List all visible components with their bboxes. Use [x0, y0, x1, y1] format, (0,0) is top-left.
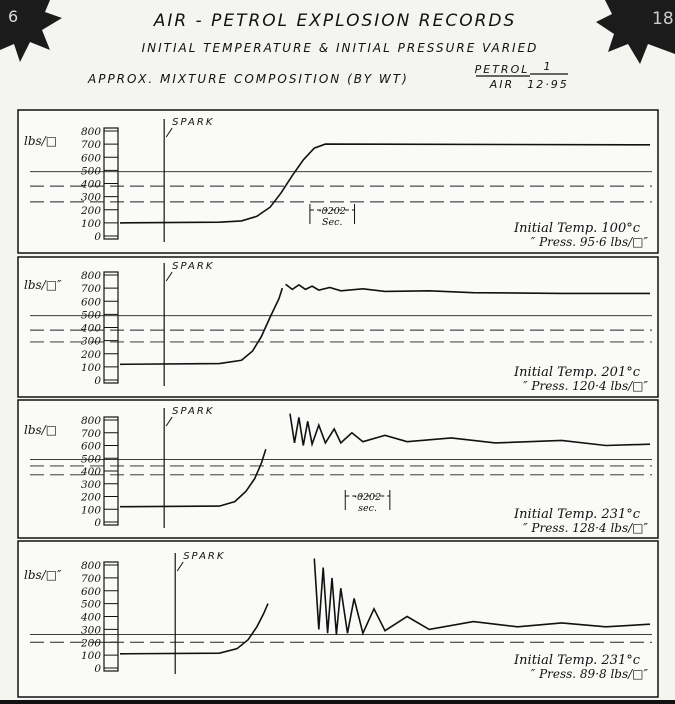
ratio-label: AIR	[489, 78, 514, 91]
y-tick-label: 400	[80, 323, 101, 335]
subtitle: INITIAL TEMPERATURE & INITIAL PRESSURE V…	[142, 41, 539, 55]
composition: APPROX. MIXTURE COMPOSITION (BY WT)	[87, 72, 409, 86]
spark-arrow	[165, 127, 173, 138]
interval-label: ·0202	[354, 492, 381, 503]
y-tick-label: 400	[80, 612, 101, 624]
y-tick-label: 300	[81, 479, 101, 491]
y-tick-label: 300	[81, 192, 101, 204]
y-tick-label: 400	[80, 466, 101, 478]
y-tick-label: 700	[81, 573, 101, 585]
title: AIR - PETROL EXPLOSION RECORDS	[153, 11, 517, 31]
corner-number: 6	[8, 7, 18, 26]
pressure-trace	[119, 143, 651, 224]
pressure-trace	[119, 558, 651, 655]
pressure-trace	[119, 413, 651, 508]
y-tick-label: 0	[94, 517, 101, 529]
panel	[17, 256, 659, 398]
interval-label: sec.	[358, 503, 377, 514]
y-tick-label: 700	[81, 139, 101, 151]
y-tick-label: 300	[81, 624, 101, 636]
y-tick-label: 600	[81, 296, 101, 308]
y-axis-label: lbs/□″	[24, 568, 62, 582]
corner-number: 18	[652, 9, 674, 29]
y-tick-label: 0	[94, 231, 101, 243]
ratio-value: 12·95	[527, 78, 569, 91]
ratio-value: 1	[544, 60, 553, 73]
spark-label: SPARK	[172, 117, 214, 128]
corner-mark	[0, 0, 62, 62]
y-tick-label: 100	[81, 218, 101, 230]
y-tick-label: 500	[81, 599, 101, 611]
ratio-label: PETROL	[475, 63, 530, 76]
spark-label: SPARK	[172, 406, 214, 417]
spark-arrow	[176, 561, 184, 572]
y-tick-label: 600	[81, 441, 101, 453]
temperature-label: Initial Temp. 231°c	[513, 507, 641, 522]
y-tick-label: 600	[81, 152, 101, 164]
pressure-label: ″ Press. 128·4 lbs/□″	[523, 521, 648, 535]
spark-arrow	[165, 416, 173, 427]
pressure-label: ″ Press. 95·6 lbs/□″	[531, 235, 649, 249]
y-tick-label: 800	[81, 415, 101, 427]
spark-label: SPARK	[172, 261, 214, 272]
y-tick-label: 200	[80, 349, 101, 361]
interval-label: ·0202	[319, 206, 346, 217]
pressure-trace	[119, 283, 650, 366]
temperature-label: Initial Temp. 100°c	[513, 221, 641, 236]
pressure-label: ″ Press. 120·4 lbs/□″	[523, 379, 648, 393]
spark-arrow	[165, 271, 173, 282]
panel	[17, 109, 659, 254]
interval-label: Sec.	[322, 217, 342, 228]
y-tick-label: 800	[81, 126, 101, 138]
y-tick-label: 600	[81, 586, 101, 598]
panel	[17, 399, 659, 539]
y-tick-label: 700	[81, 283, 101, 295]
y-axis-label: lbs/□	[24, 423, 57, 437]
y-axis-label: lbs/□″	[24, 278, 62, 292]
y-tick-label: 800	[81, 270, 101, 282]
y-tick-label: 200	[80, 637, 101, 649]
y-tick-label: 700	[81, 428, 101, 440]
y-axis-label: lbs/□	[24, 134, 57, 148]
y-tick-label: 200	[80, 205, 101, 217]
y-tick-label: 100	[81, 650, 101, 662]
y-tick-label: 800	[81, 560, 101, 572]
y-tick-label: 400	[80, 179, 101, 191]
spark-label: SPARK	[183, 551, 225, 562]
y-tick-label: 0	[94, 375, 101, 387]
y-tick-label: 200	[80, 492, 101, 504]
temperature-label: Initial Temp. 201°c	[513, 365, 641, 380]
y-tick-label: 100	[81, 362, 101, 374]
y-tick-label: 0	[94, 663, 101, 675]
corner-mark	[596, 0, 675, 64]
pressure-label: ″ Press. 89·8 lbs/□″	[531, 667, 649, 681]
temperature-label: Initial Temp. 231°c	[513, 653, 641, 668]
y-tick-label: 100	[81, 504, 101, 516]
